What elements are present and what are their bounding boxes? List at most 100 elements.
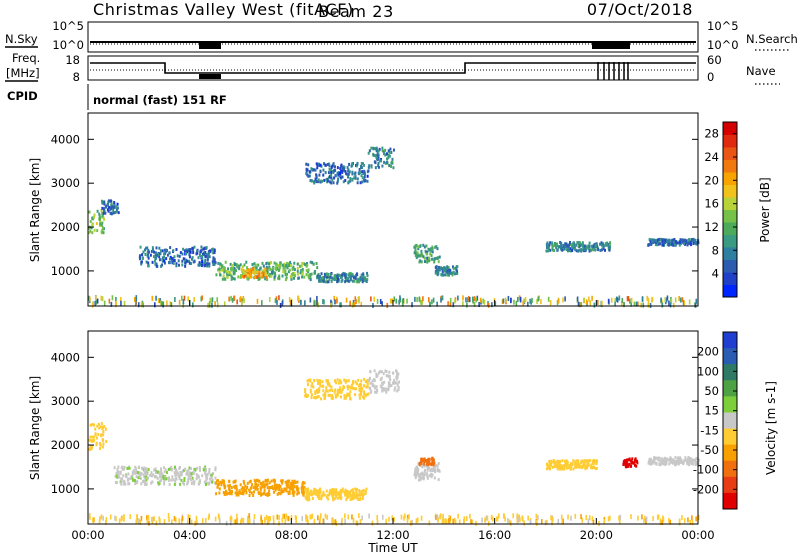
echo-cell bbox=[428, 462, 431, 466]
echo-cell bbox=[336, 390, 339, 394]
echo-cell bbox=[323, 272, 326, 276]
echo-cell bbox=[574, 460, 577, 464]
echo-cell bbox=[564, 245, 567, 249]
echo-cell bbox=[158, 258, 161, 262]
echo-cell bbox=[546, 245, 549, 249]
echo-cell bbox=[664, 457, 667, 461]
echo-cell bbox=[109, 199, 112, 203]
echo-cell bbox=[560, 241, 563, 245]
echo-cell bbox=[190, 478, 193, 482]
echo-cell bbox=[214, 261, 217, 265]
ground-scatter-cell bbox=[211, 302, 213, 308]
echo-cell bbox=[206, 252, 209, 256]
echo-cell bbox=[180, 478, 183, 482]
ground-scatter-cell bbox=[98, 519, 101, 525]
echo-cell bbox=[99, 447, 102, 451]
echo-cell bbox=[197, 475, 200, 479]
echo-cell bbox=[553, 465, 556, 469]
echo-cell bbox=[426, 474, 429, 478]
echo-cell bbox=[428, 466, 431, 470]
echo-cell bbox=[600, 243, 603, 247]
echo-cell bbox=[335, 493, 338, 497]
ground-scatter-cell bbox=[535, 513, 538, 519]
ground-scatter-cell bbox=[614, 297, 617, 303]
echo-cell bbox=[329, 488, 332, 492]
ground-scatter-cell bbox=[629, 298, 631, 304]
echo-cell bbox=[330, 176, 333, 180]
echo-cell bbox=[346, 489, 349, 493]
echo-cell bbox=[284, 278, 287, 282]
ground-scatter-cell bbox=[282, 513, 284, 519]
echo-cell bbox=[251, 263, 254, 267]
echo-cell bbox=[328, 393, 331, 397]
echo-cell bbox=[101, 200, 104, 204]
echo-cell bbox=[279, 261, 282, 265]
echo-cell bbox=[315, 490, 318, 494]
ground-scatter-cell bbox=[108, 298, 111, 304]
echo-cell bbox=[154, 253, 157, 257]
echo-cell bbox=[104, 211, 107, 215]
ground-scatter-cell bbox=[216, 297, 219, 303]
ground-scatter-cell bbox=[668, 517, 670, 523]
ground-scatter-cell bbox=[371, 520, 374, 526]
echo-cell bbox=[301, 261, 304, 265]
echo-cell bbox=[323, 178, 326, 182]
echo-cell bbox=[456, 269, 459, 273]
echo-cell bbox=[366, 381, 369, 385]
ground-scatter-cell bbox=[406, 514, 409, 520]
echo-cell bbox=[684, 242, 687, 246]
echo-cell bbox=[193, 467, 196, 471]
ground-scatter-cell bbox=[174, 296, 176, 302]
ground-scatter-cell bbox=[544, 520, 547, 526]
ground-scatter-cell bbox=[660, 297, 662, 303]
ground-scatter-cell bbox=[515, 300, 518, 306]
echo-cell bbox=[361, 495, 364, 499]
echo-cell bbox=[163, 470, 166, 474]
echo-cell bbox=[587, 462, 590, 466]
echo-cell bbox=[88, 231, 91, 235]
echo-cell bbox=[168, 251, 171, 255]
echo-cell bbox=[674, 240, 677, 244]
echo-cell bbox=[255, 266, 258, 270]
echo-cell bbox=[661, 461, 664, 465]
echo-cell bbox=[578, 465, 581, 469]
echo-cell bbox=[260, 275, 263, 279]
echo-cell bbox=[361, 170, 364, 174]
echo-cell bbox=[230, 492, 233, 496]
echo-cell bbox=[340, 279, 343, 283]
station-title: Christmas Valley West (fitACF) bbox=[93, 0, 354, 19]
echo-cell bbox=[583, 462, 586, 466]
echo-cell bbox=[135, 481, 138, 485]
echo-cell bbox=[316, 492, 319, 496]
echo-cell bbox=[268, 492, 271, 496]
echo-cell bbox=[557, 463, 560, 467]
echo-cell bbox=[345, 492, 348, 496]
cpid-row: CPID normal (fast) 151 RF bbox=[7, 84, 227, 110]
echo-cell bbox=[278, 274, 281, 278]
ground-scatter-cell bbox=[313, 518, 316, 524]
echo-cell bbox=[233, 480, 236, 484]
ground-scatter-cell bbox=[322, 518, 325, 524]
echo-cell bbox=[308, 276, 311, 280]
velocity-colorbar: Velocity [m s-1] 2001005015-15-50-100-20… bbox=[693, 331, 778, 510]
echo-cell bbox=[375, 148, 378, 152]
echo-cell bbox=[243, 481, 246, 485]
echo-cell bbox=[374, 161, 377, 165]
echo-cell bbox=[143, 482, 146, 486]
echo-cell bbox=[310, 395, 313, 399]
echo-cell bbox=[306, 487, 309, 491]
ground-scatter-cell bbox=[448, 518, 450, 524]
echo-cell bbox=[300, 264, 303, 268]
echo-cell bbox=[308, 170, 311, 174]
echo-cell bbox=[435, 245, 438, 249]
echo-cell bbox=[396, 383, 399, 387]
ground-scatter-cell bbox=[478, 302, 480, 308]
echo-cell bbox=[301, 268, 304, 272]
echo-cell bbox=[301, 484, 304, 488]
echo-cell bbox=[264, 479, 267, 483]
echo-cell bbox=[425, 459, 428, 463]
echo-cell bbox=[333, 491, 336, 495]
ground-scatter-cell bbox=[118, 518, 121, 524]
echo-cell bbox=[142, 473, 145, 477]
echo-cell bbox=[583, 246, 586, 250]
